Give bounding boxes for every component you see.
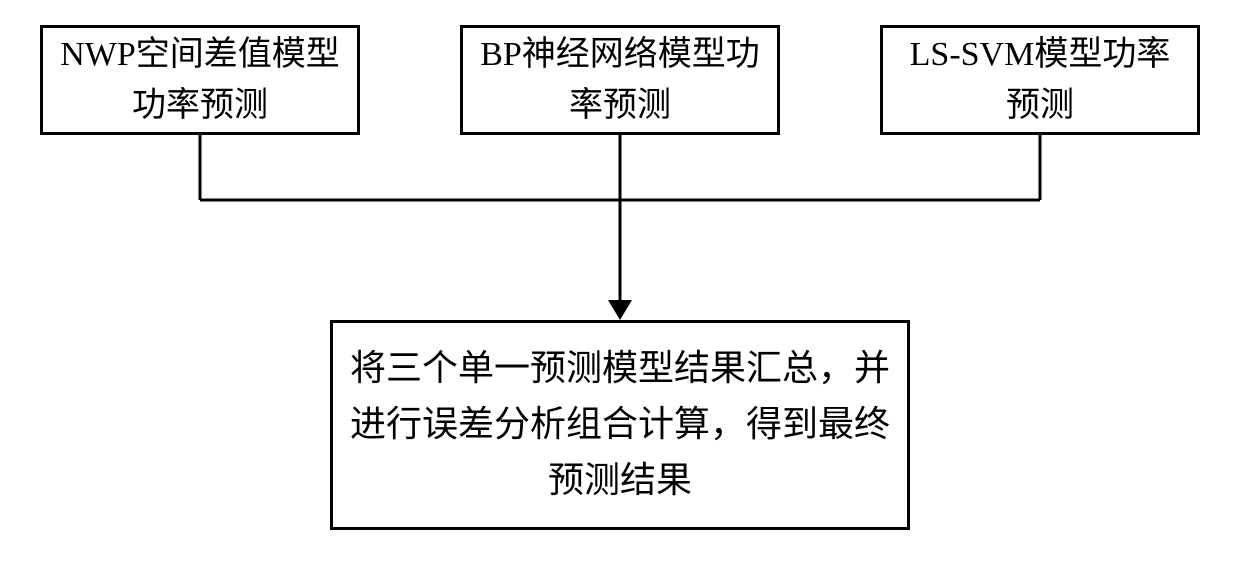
nwp-model-box: NWP空间差值模型功率预测 xyxy=(40,25,360,135)
result-label: 将三个单一预测模型结果汇总，并进行误差分析组合计算，得到最终预测结果 xyxy=(348,341,892,508)
bp-model-box: BP神经网络模型功率预测 xyxy=(460,25,780,135)
result-box: 将三个单一预测模型结果汇总，并进行误差分析组合计算，得到最终预测结果 xyxy=(330,320,910,530)
flowchart-diagram: NWP空间差值模型功率预测 BP神经网络模型功率预测 LS-SVM模型功率预测 … xyxy=(0,0,1240,571)
lssvm-model-box: LS-SVM模型功率预测 xyxy=(880,25,1200,135)
lssvm-model-label: LS-SVM模型功率预测 xyxy=(898,29,1182,131)
bp-model-label: BP神经网络模型功率预测 xyxy=(478,29,762,131)
nwp-model-label: NWP空间差值模型功率预测 xyxy=(58,29,342,131)
